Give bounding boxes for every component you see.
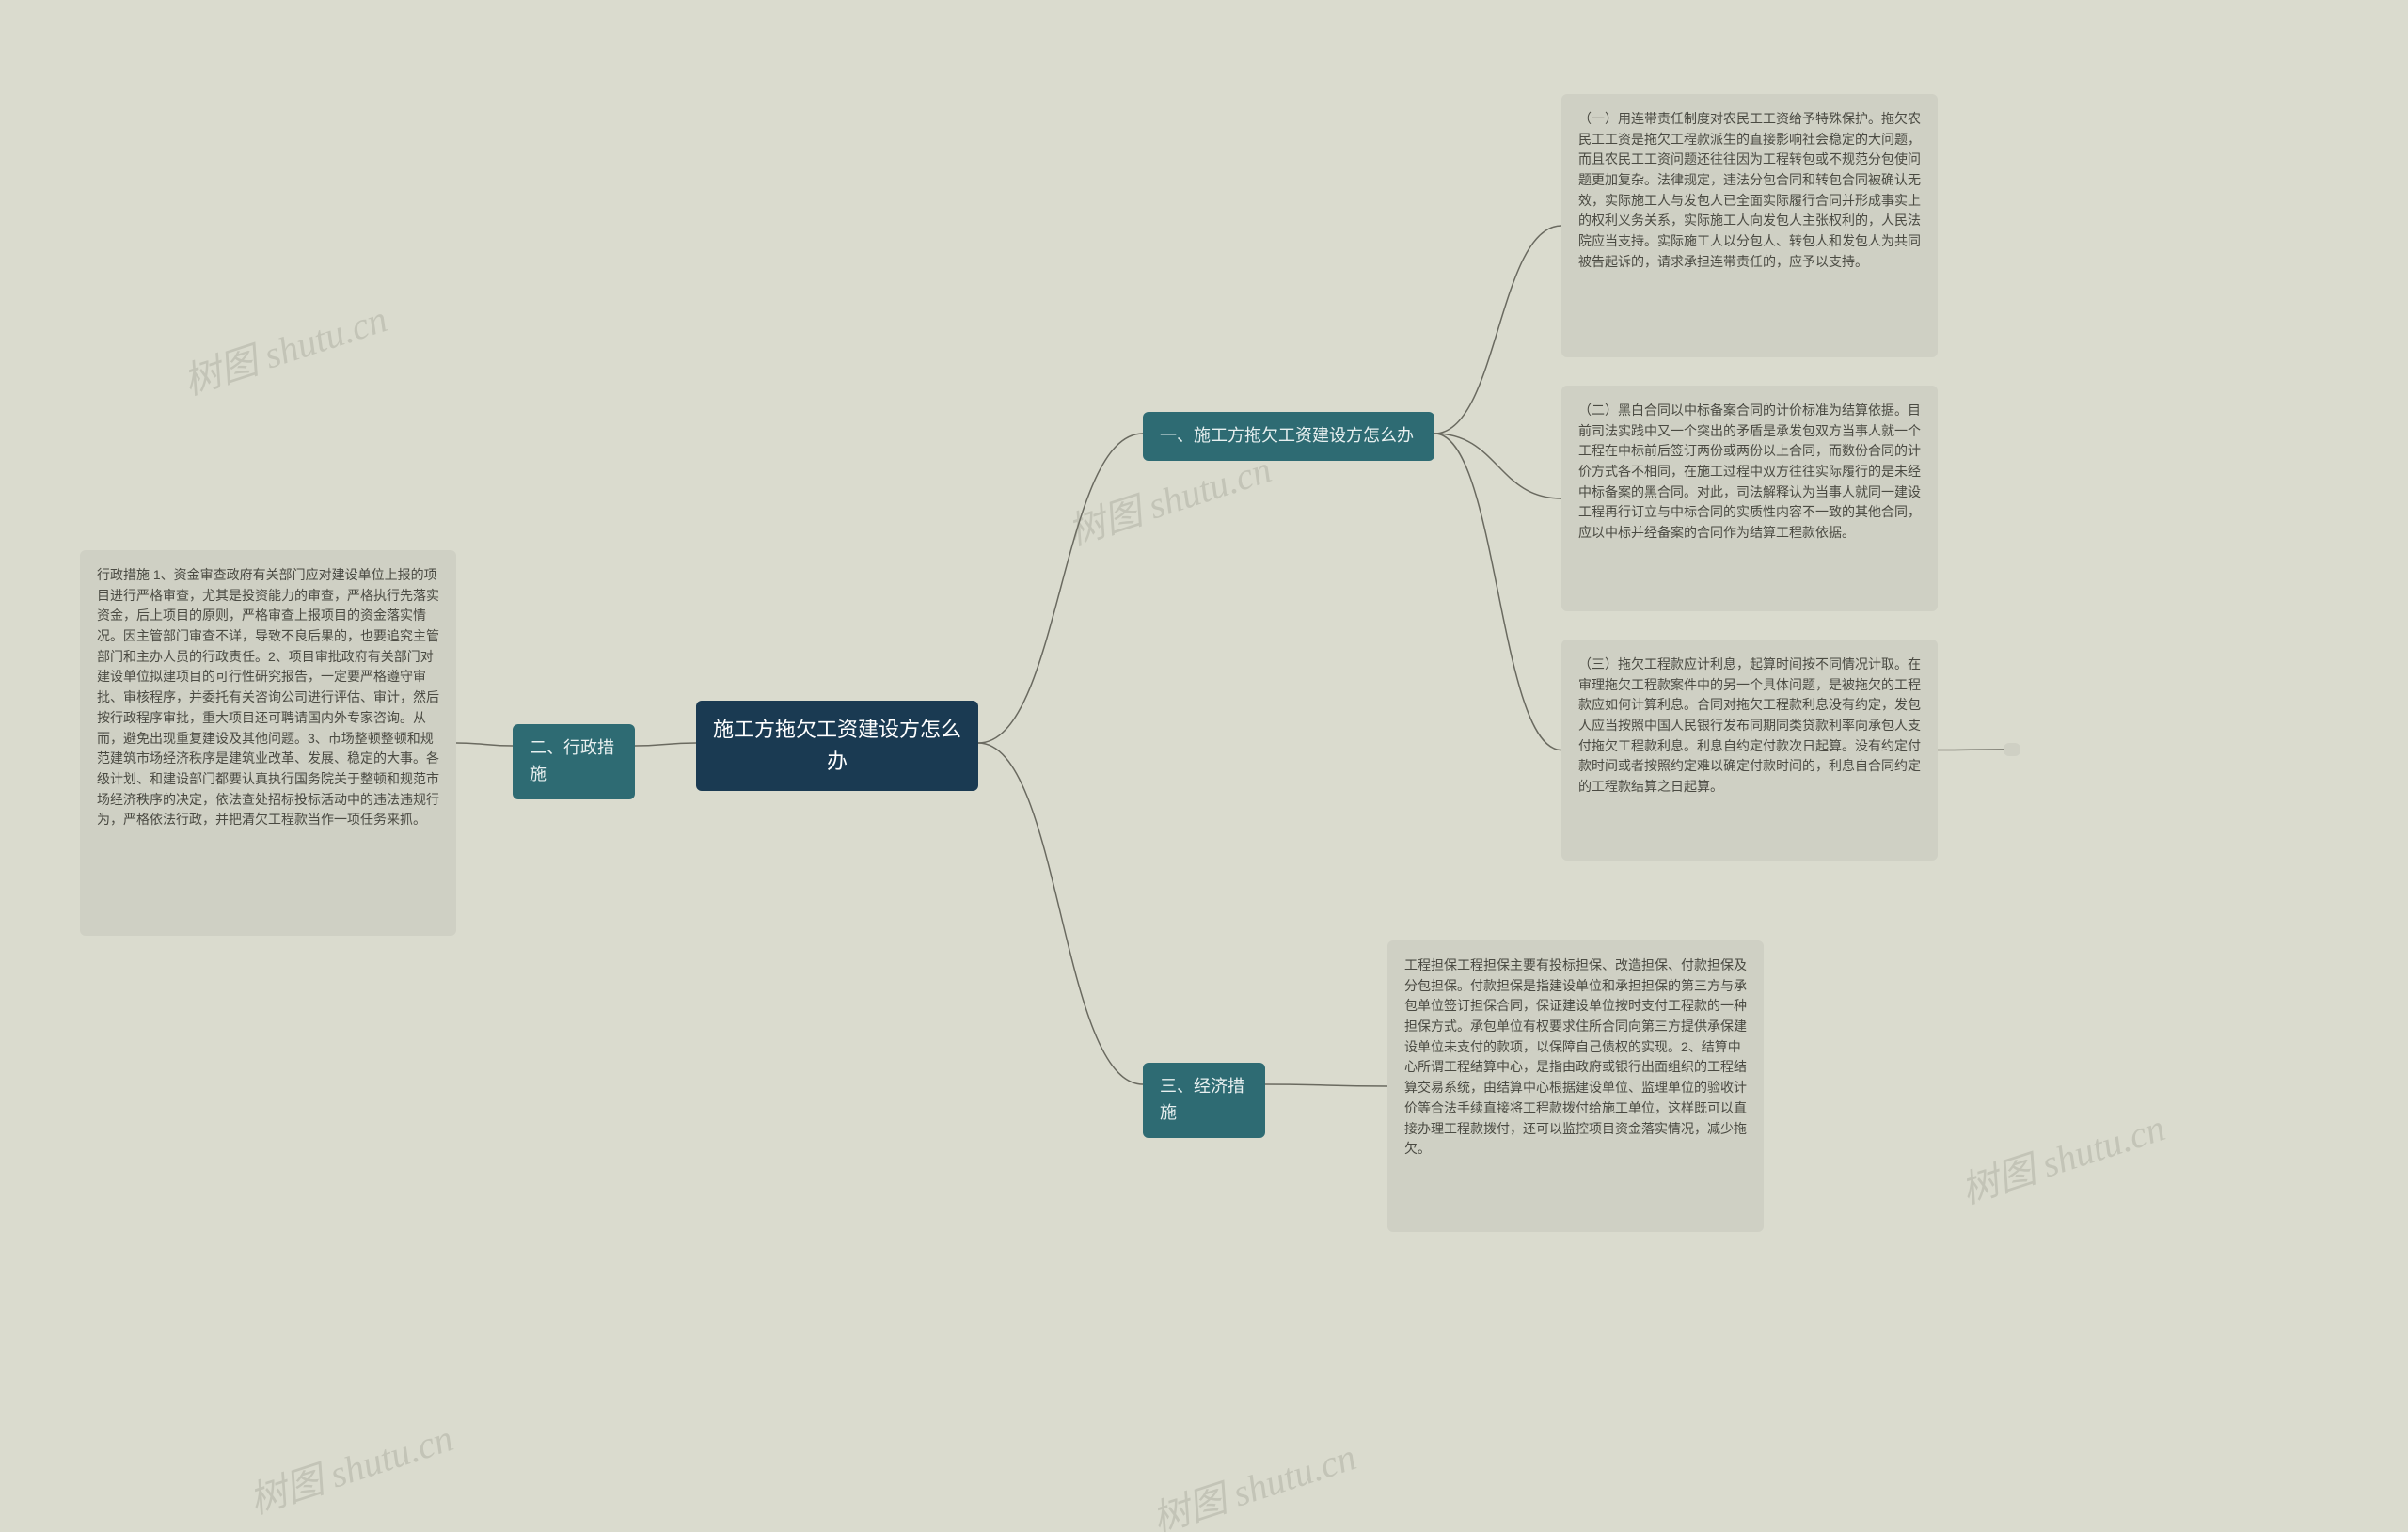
- leaf-2[interactable]: 行政措施 1、资金审查政府有关部门应对建设单位上报的项目进行严格审查，尤其是投资…: [80, 550, 456, 936]
- leaf-1c[interactable]: （三）拖欠工程款应计利息，起算时间按不同情况计取。在审理拖欠工程款案件中的另一个…: [1561, 640, 1938, 861]
- root-node[interactable]: 施工方拖欠工资建设方怎么办: [696, 701, 978, 791]
- leaf-1a[interactable]: （一）用连带责任制度对农民工工资给予特殊保护。拖欠农民工工资是拖欠工程款派生的直…: [1561, 94, 1938, 357]
- watermark: 树图 shutu.cn: [1954, 1098, 2171, 1215]
- watermark: 树图 shutu.cn: [1145, 1427, 1362, 1532]
- branch-2[interactable]: 二、行政措施: [513, 724, 635, 799]
- leaf-1b[interactable]: （二）黑白合同以中标备案合同的计价标准为结算依据。目前司法实践中又一个突出的矛盾…: [1561, 386, 1938, 611]
- stub-node: [2004, 743, 2020, 756]
- watermark: 树图 shutu.cn: [242, 1408, 459, 1525]
- branch-3[interactable]: 三、经济措施: [1143, 1063, 1265, 1138]
- watermark: 树图 shutu.cn: [176, 289, 393, 406]
- leaf-3[interactable]: 工程担保工程担保主要有投标担保、改造担保、付款担保及分包担保。付款担保是指建设单…: [1387, 940, 1764, 1232]
- branch-1[interactable]: 一、施工方拖欠工资建设方怎么办: [1143, 412, 1434, 461]
